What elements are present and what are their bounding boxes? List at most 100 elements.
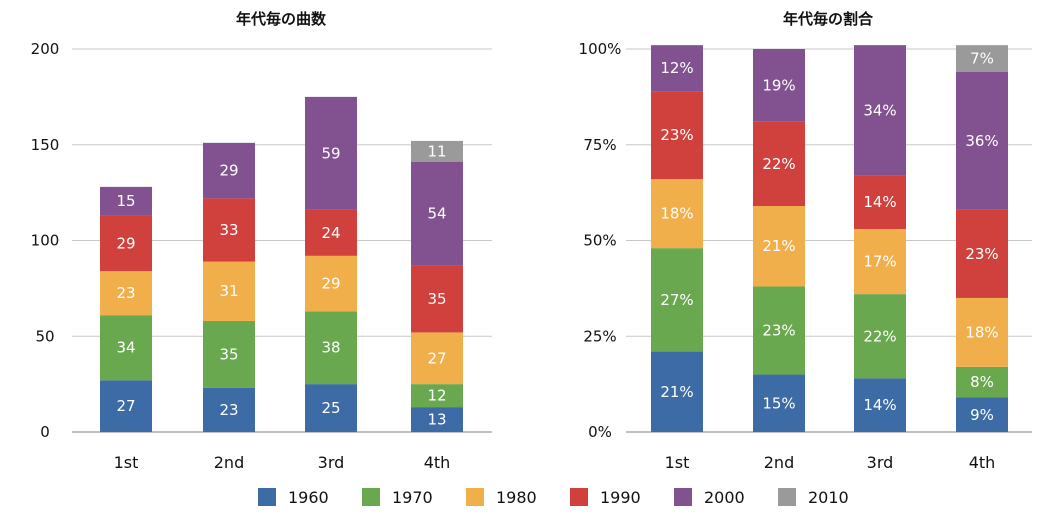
data-label: 31 [219, 282, 238, 300]
data-label: 15 [116, 192, 135, 210]
bar-segment-1990 [651, 91, 703, 180]
data-label: 29 [116, 234, 135, 252]
data-label: 18% [965, 323, 998, 341]
legend-swatch-1960 [258, 488, 276, 506]
bar-segment-1970 [854, 294, 906, 379]
y-tick-label: 0 [40, 423, 50, 441]
bar-segment-1980 [854, 229, 906, 295]
chart-title: 年代毎の曲数 [236, 10, 327, 28]
bar-segment-1970 [956, 366, 1008, 398]
bar-segment-1960 [203, 387, 255, 432]
y-tick-label: 0% [588, 423, 612, 441]
bar-segment-2000 [956, 71, 1008, 210]
bar-segment-2000 [753, 49, 805, 122]
x-tick-label: 3rd [318, 453, 345, 472]
data-label: 18% [660, 205, 693, 223]
data-label: 23% [660, 126, 693, 144]
bar-segment-1970 [651, 248, 703, 352]
bar-segment-1960 [411, 407, 463, 432]
x-tick-label: 3rd [867, 453, 894, 472]
bar-segment-1980 [956, 297, 1008, 367]
y-tick-label: 75% [583, 136, 616, 154]
data-label: 35 [219, 345, 238, 363]
data-label: 14% [863, 396, 896, 414]
bar-segment-1980 [651, 179, 703, 249]
bar-segment-1960 [651, 351, 703, 432]
data-label: 14% [863, 193, 896, 211]
song-count-chart: 年代毎の曲数 0 50 100 150 200 27 34 23 29 15 1st 23 35 31 33 2… [31, 10, 492, 472]
x-tick-label: 4th [424, 453, 451, 472]
bar-segment-1970 [753, 286, 805, 375]
bar-segment-1970 [305, 311, 357, 385]
bar-segment-1990 [753, 121, 805, 207]
x-tick-label: 2nd [764, 453, 794, 472]
y-tick-label: 200 [31, 40, 60, 58]
bar-segment-2010 [956, 45, 1008, 72]
legend-swatch-1990 [570, 488, 588, 506]
bar-segment-2010 [411, 140, 463, 162]
bar-segment-1990 [956, 209, 1008, 298]
bar-segment-1960 [854, 378, 906, 432]
bar-segment-2000 [651, 45, 703, 92]
legend-swatch-2010 [778, 488, 796, 506]
x-tick-label: 1st [114, 453, 139, 472]
legend-label: 2000 [704, 488, 745, 507]
data-label: 27 [427, 349, 446, 367]
data-label: 15% [762, 394, 795, 412]
y-tick-label: 100 [31, 232, 60, 250]
data-label: 38 [321, 339, 340, 357]
data-label: 12% [660, 59, 693, 77]
y-tick-label: 25% [583, 327, 616, 345]
data-label: 29 [219, 162, 238, 180]
data-label: 24 [321, 224, 340, 242]
legend-label: 1970 [392, 488, 433, 507]
legend-label: 1980 [496, 488, 537, 507]
data-label: 35 [427, 290, 446, 308]
x-tick-label: 1st [665, 453, 690, 472]
bar-segment-1970 [100, 315, 152, 381]
bar-segment-1990 [203, 198, 255, 262]
data-label: 22% [762, 155, 795, 173]
data-label: 23% [965, 245, 998, 263]
bar-segment-1980 [305, 255, 357, 312]
legend-label: 1960 [288, 488, 329, 507]
data-label: 25 [321, 399, 340, 417]
data-label: 21% [762, 237, 795, 255]
data-label: 13 [427, 411, 446, 429]
x-tick-label: 4th [969, 453, 996, 472]
bar-segment-1960 [753, 374, 805, 432]
bar-segment-1980 [100, 271, 152, 316]
chart-title: 年代毎の割合 [783, 10, 874, 28]
data-label: 9% [970, 406, 994, 424]
y-tick-label: 50 [35, 327, 54, 345]
y-tick-label: 150 [31, 136, 60, 154]
bar-segment-1970 [411, 384, 463, 408]
bar-segment-1980 [411, 332, 463, 385]
data-label: 19% [762, 76, 795, 94]
bar-segment-1990 [854, 175, 906, 230]
bar-segment-1980 [753, 206, 805, 287]
data-label: 36% [965, 132, 998, 150]
data-label: 34% [863, 101, 896, 119]
data-label: 27 [116, 397, 135, 415]
bar-segment-1960 [305, 384, 357, 432]
bar-segment-1960 [956, 397, 1008, 432]
bar-segment-2000 [203, 142, 255, 199]
data-label: 7% [970, 50, 994, 68]
share-chart: 年代毎の割合 0% 25% 50% 75% 100% 21% 27% 18% 23% 12% 1st 1… [579, 10, 1032, 472]
data-label: 21% [660, 383, 693, 401]
data-label: 23% [762, 322, 795, 340]
bar-segment-1990 [411, 265, 463, 333]
x-tick-label: 2nd [214, 453, 244, 472]
bar-segment-1990 [100, 215, 152, 272]
data-label: 54 [427, 205, 446, 223]
legend-swatch-1980 [466, 488, 484, 506]
y-tick-label: 100% [579, 40, 622, 58]
legend-label: 2010 [808, 488, 849, 507]
legend: 1960 1970 1980 1990 2000 2010 [258, 488, 849, 507]
data-label: 8% [970, 373, 994, 391]
y-tick-label: 50% [583, 232, 616, 250]
data-label: 27% [660, 291, 693, 309]
data-label: 17% [863, 253, 896, 271]
